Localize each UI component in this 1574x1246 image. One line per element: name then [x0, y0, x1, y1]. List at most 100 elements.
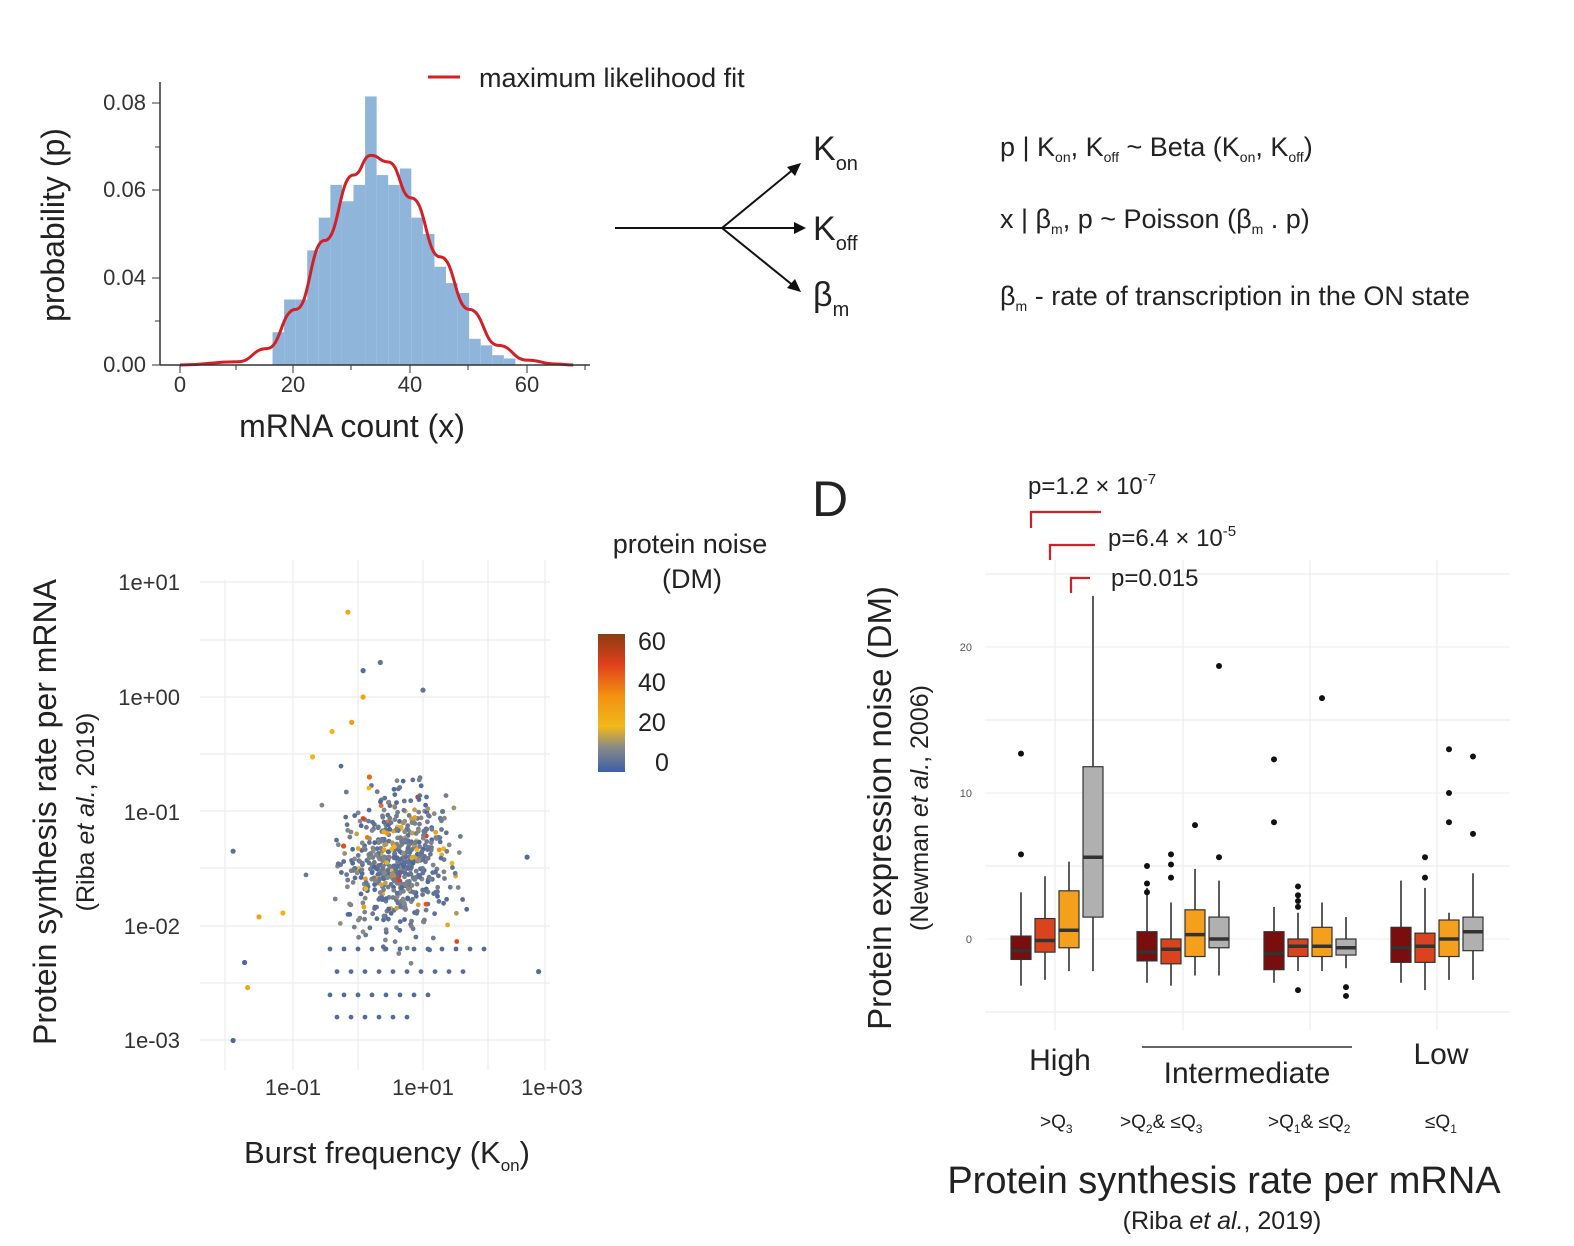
- quartile-label-4: ≤Q1: [1425, 1112, 1457, 1136]
- scatter-point: [362, 847, 368, 852]
- scatter-point: [370, 911, 376, 917]
- box-body: [1390, 926, 1412, 963]
- scatter-point: [401, 897, 406, 903]
- box-2-2: [1160, 851, 1182, 986]
- scatter-point: [408, 960, 414, 966]
- boxplot-gridlines: [985, 560, 1510, 1030]
- scatter-panel: 1e+01 1e+00 1e-01 1e-02 1e-03 1e-01 1e+0…: [27, 529, 767, 1175]
- scatter-point: [481, 946, 487, 952]
- scatter-point: [369, 992, 375, 998]
- box-outlier: [1446, 790, 1452, 796]
- scatter-point: [418, 969, 424, 974]
- eq2-left: x | β: [1000, 204, 1051, 234]
- scatter-point: [397, 785, 403, 790]
- box-outlier: [1216, 662, 1222, 669]
- scatter-point: [413, 934, 419, 940]
- eq1-beta: Beta (K: [1150, 132, 1240, 162]
- scatter-point: [428, 851, 433, 857]
- box-3-1: [1263, 756, 1285, 983]
- scatter-point: [349, 719, 355, 726]
- scatter-point: [398, 835, 403, 840]
- hist-bar-24: [318, 217, 331, 365]
- scatter-point: [372, 840, 378, 846]
- scatter-point: [327, 992, 333, 998]
- scatter-point: [344, 872, 349, 877]
- box-outlier: [1446, 746, 1452, 753]
- scatter-point: [432, 969, 438, 974]
- boxplot-y-ticks: 0 10 20: [960, 642, 972, 946]
- equation-2: x | βm, p ~ Poisson (βm . p): [1000, 204, 1310, 237]
- scatter-point: [442, 815, 447, 821]
- scatter-point: [409, 923, 414, 929]
- scatter-point: [433, 830, 439, 835]
- scatter-point: [394, 905, 399, 911]
- model-equations: p | Kon, Koff ~ Beta (Kon, Koff) x | βm,…: [1000, 132, 1470, 314]
- scatter-point: [345, 609, 351, 615]
- scatter-point: [361, 904, 367, 910]
- scatter-point: [412, 807, 417, 813]
- box-1-4: [1082, 595, 1104, 972]
- scatter-point: [402, 870, 408, 876]
- scatter-point: [339, 870, 344, 875]
- colorbar-tick-0: 0: [655, 749, 669, 777]
- scatter-point: [443, 830, 449, 836]
- hist-bar-28: [341, 201, 354, 365]
- scatter-point: [350, 880, 356, 885]
- scatter-point: [439, 946, 445, 952]
- scatter-point: [348, 829, 354, 835]
- scatter-point: [404, 969, 410, 974]
- scatter-point: [372, 878, 378, 884]
- hist-bar-40: [411, 217, 423, 365]
- scatter-point: [381, 847, 387, 853]
- scatter-point: [416, 797, 422, 802]
- scatter-point: [369, 870, 375, 876]
- scatter-ytick-1e+00: 1e+00: [118, 685, 180, 710]
- scatter-point: [417, 844, 422, 849]
- scatter-point: [400, 778, 406, 784]
- scatter-point: [416, 809, 422, 815]
- scatter-point: [405, 895, 411, 901]
- scatter-point: [347, 912, 353, 917]
- scatter-point: [383, 927, 389, 932]
- scatter-point: [374, 789, 380, 795]
- scatter-point: [391, 864, 397, 869]
- hist-x-label: mRNA count (x): [239, 408, 465, 444]
- box-outlier: [1295, 892, 1301, 899]
- scatter-point: [384, 860, 389, 865]
- parameter-diagram: Kon Koff βm: [615, 130, 858, 321]
- box-outlier: [1343, 984, 1349, 991]
- box-body: [1082, 766, 1104, 918]
- scatter-x-label: Burst frequency (Kon): [244, 1135, 530, 1175]
- box-ytick-20: 20: [960, 642, 972, 654]
- arrow-to-kon: [721, 167, 796, 229]
- scatter-point: [405, 879, 410, 885]
- scatter-point: [392, 844, 397, 850]
- scatter-point: [437, 839, 443, 845]
- scatter-point: [449, 860, 455, 866]
- scatter-point: [392, 817, 398, 822]
- box-outlier: [1446, 819, 1452, 826]
- group-label-high: High: [1029, 1044, 1091, 1077]
- box-x-label: Protein synthesis rate per mRNA: [947, 1160, 1501, 1202]
- scatter-point: [366, 785, 372, 791]
- scatter-point: [383, 896, 389, 901]
- scatter-point: [409, 820, 415, 826]
- box-outlier: [1422, 854, 1428, 861]
- scatter-point: [423, 907, 429, 913]
- scatter-point: [425, 992, 431, 998]
- scatter-point: [415, 902, 421, 908]
- scatter-point: [360, 900, 366, 906]
- scatter-point: [394, 778, 400, 784]
- scatter-point: [409, 855, 415, 861]
- box-body: [1462, 916, 1484, 952]
- scatter-point: [377, 659, 383, 666]
- box-1-2: [1034, 876, 1056, 980]
- significance-brackets: [1029, 510, 1101, 593]
- hist-xtick-20: 20: [281, 372, 305, 397]
- scatter-point: [352, 813, 358, 818]
- group-label-low: Low: [1413, 1038, 1468, 1071]
- scatter-point: [385, 875, 390, 881]
- scatter-point: [420, 892, 425, 897]
- scatter-point: [381, 819, 387, 825]
- scatter-point: [428, 847, 434, 853]
